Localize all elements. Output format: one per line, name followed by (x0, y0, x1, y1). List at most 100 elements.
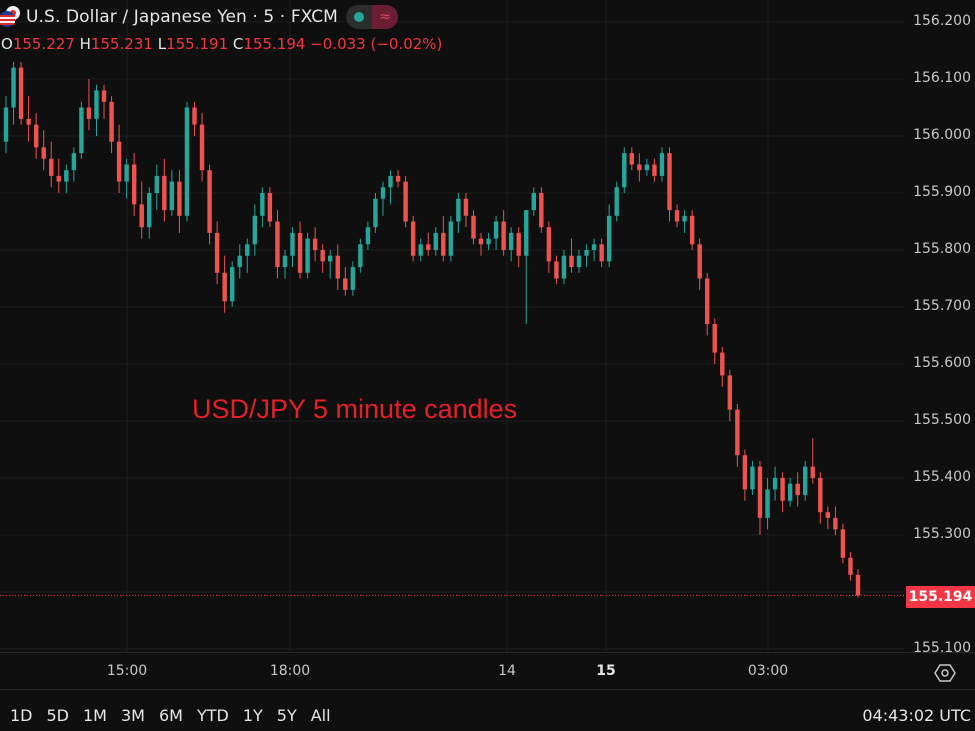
utc-clock[interactable]: 04:43:02 UTC (862, 706, 971, 725)
candle (561, 250, 567, 285)
candle (147, 187, 152, 239)
change-value: −0.033 (−0.02%) (310, 35, 443, 53)
candle (252, 204, 258, 256)
candle (795, 472, 800, 507)
time-axis[interactable]: 15:00 18:00 14 15 03:00 (0, 652, 975, 690)
candle (652, 158, 657, 182)
candle (86, 79, 92, 131)
price-tick-label: 156.000 (913, 127, 971, 143)
candlestick-chart[interactable] (0, 0, 975, 652)
price-tick-label: 155.400 (913, 469, 971, 485)
candle (214, 221, 220, 285)
candle (418, 238, 423, 262)
symbol-header: U.S. Dollar / Japanese Yen · 5 · FXCM ≈ (0, 4, 398, 30)
chart-annotation: USD/JPY 5 minute candles (192, 394, 518, 424)
range-button-1m[interactable]: 1M (83, 706, 107, 725)
candle (576, 250, 582, 273)
candle (199, 113, 205, 182)
candle (305, 232, 310, 279)
close-value: 155.194 (243, 35, 306, 53)
low-value: 155.191 (166, 35, 229, 53)
price-tick-label: 155.900 (913, 184, 971, 200)
candle (343, 267, 348, 296)
candle (780, 472, 785, 513)
low-label: L (157, 35, 167, 53)
candle (71, 147, 77, 182)
high-label: H (79, 35, 91, 53)
bottom-toolbar: 1D 5D 1M 3M 6M YTD 1Y 5Y All 04:43:02 UTC (0, 689, 975, 731)
candle (448, 215, 454, 262)
open-value: 155.227 (12, 35, 75, 53)
candle (501, 210, 506, 256)
candle (41, 130, 46, 171)
candle (840, 523, 846, 564)
price-tick-label: 156.200 (913, 13, 971, 29)
candle (697, 238, 702, 290)
candle (584, 244, 589, 268)
candle (772, 466, 778, 501)
range-button-6m[interactable]: 6M (158, 706, 183, 725)
symbol-title[interactable]: U.S. Dollar / Japanese Yen · 5 · FXCM (26, 7, 338, 27)
candle (765, 478, 770, 530)
time-tick-label: 03:00 (747, 663, 789, 679)
candle (139, 181, 144, 239)
candle (328, 250, 333, 279)
candle (825, 506, 831, 530)
candle (33, 113, 39, 159)
range-button-5d[interactable]: 5D (46, 706, 70, 725)
candle (154, 164, 159, 211)
candle (101, 84, 107, 119)
candle (350, 261, 356, 296)
last-price-badge: 155.194 (906, 586, 975, 608)
candle (682, 210, 687, 233)
price-tick-label: 156.100 (913, 70, 971, 86)
candle (614, 181, 619, 222)
candle (79, 101, 84, 159)
candle (403, 175, 408, 228)
candle (667, 147, 672, 222)
candle (848, 552, 853, 581)
candle (622, 147, 627, 193)
candle (260, 187, 265, 228)
candle (554, 255, 559, 285)
candle (810, 438, 815, 484)
candle (546, 221, 552, 273)
candle (177, 170, 182, 233)
close-label: C (232, 35, 244, 53)
status-pill[interactable]: ≈ (345, 5, 398, 29)
candle (207, 164, 212, 245)
range-button-3m[interactable]: 3M (120, 706, 145, 725)
candle (727, 369, 733, 421)
candle (689, 210, 695, 250)
candle (245, 238, 250, 273)
candle (539, 187, 544, 233)
time-tick-label: 14 (498, 663, 516, 679)
range-button-all[interactable]: All (310, 706, 331, 725)
candle (312, 227, 318, 262)
price-tick-label: 155.500 (913, 412, 971, 428)
candle (569, 238, 574, 273)
candle (463, 193, 469, 228)
candle (169, 170, 175, 216)
candle (486, 232, 491, 250)
candle (426, 232, 431, 256)
candle (637, 153, 642, 182)
usd-jpy-flag-icon (0, 4, 22, 30)
range-button-1d[interactable]: 1D (10, 706, 33, 725)
price-tick-label: 155.300 (913, 526, 971, 542)
candle (395, 170, 401, 188)
open-label: O (1, 35, 13, 53)
candle (644, 158, 650, 176)
candle (56, 158, 61, 193)
chart-area[interactable] (0, 0, 975, 652)
candle (94, 84, 99, 136)
candle (750, 460, 755, 496)
candle (674, 204, 680, 228)
market-open-dot-icon (353, 12, 364, 22)
range-button-ytd[interactable]: YTD (196, 706, 229, 725)
settings-gear-icon[interactable] (934, 662, 956, 684)
candle (290, 227, 295, 268)
range-button-5y[interactable]: 5Y (276, 706, 297, 725)
range-button-1y[interactable]: 1Y (242, 706, 263, 725)
candle (531, 187, 536, 216)
